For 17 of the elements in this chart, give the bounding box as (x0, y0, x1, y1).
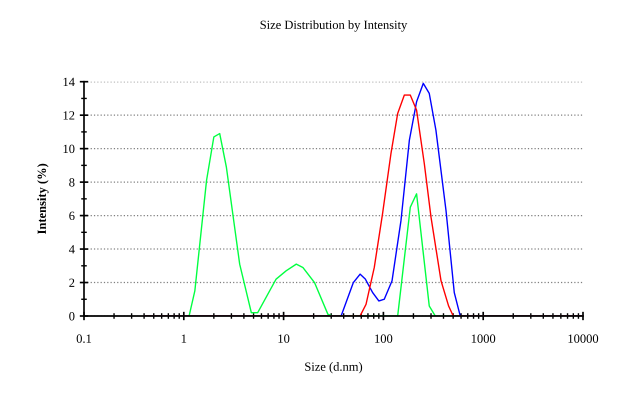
y-tick-label: 8 (69, 178, 74, 187)
y-tick-label: 12 (64, 111, 74, 120)
x-tick-label: 100 (375, 334, 392, 343)
y-tick-label: 4 (68, 245, 75, 254)
x-tick-label: 10000 (568, 334, 598, 343)
y-tick-label: 2 (69, 278, 74, 287)
x-tick-label: 1000 (472, 334, 496, 343)
y-tick-label: 10 (64, 144, 74, 154)
y-tick-label: 14 (64, 78, 75, 86)
y-tick-label: 0 (69, 312, 74, 320)
y-axis-title: Intensity (%) (37, 164, 49, 234)
x-tick-label: 10 (278, 334, 290, 343)
chart-title: Size Distribution by Intensity (260, 20, 408, 32)
x-tick-label: 0.1 (76, 334, 92, 343)
x-axis-title: Size (d.nm) (305, 362, 362, 374)
y-tick-label: 6 (69, 212, 75, 220)
x-tick-label: 1 (182, 334, 186, 343)
